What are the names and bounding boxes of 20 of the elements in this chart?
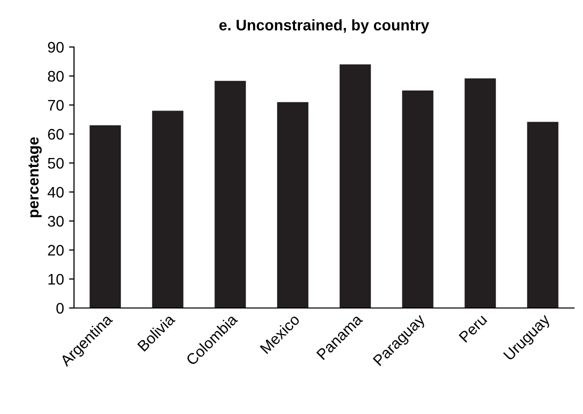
y-tick-label: 70 (48, 100, 64, 111)
y-tick-label: 90 (48, 42, 64, 53)
bar (90, 125, 121, 308)
y-tick-label: 0 (56, 302, 64, 314)
bar (402, 90, 434, 308)
y-axis-title: percentage (28, 137, 42, 218)
bar (464, 78, 496, 308)
bar (214, 80, 246, 308)
y-tick-label: 10 (48, 274, 64, 285)
y-tick-label: 50 (48, 158, 64, 169)
y-tick-label: 40 (48, 186, 64, 198)
y-tick-label: 20 (48, 244, 64, 256)
bar (152, 110, 184, 308)
y-tick-label: 30 (48, 216, 64, 227)
bar (340, 64, 371, 308)
bar (527, 122, 558, 308)
bar (277, 102, 308, 308)
y-tick-label: 80 (48, 70, 64, 82)
y-tick-label: 60 (48, 128, 64, 140)
chart-title: e. Unconstrained, by country (219, 19, 430, 34)
